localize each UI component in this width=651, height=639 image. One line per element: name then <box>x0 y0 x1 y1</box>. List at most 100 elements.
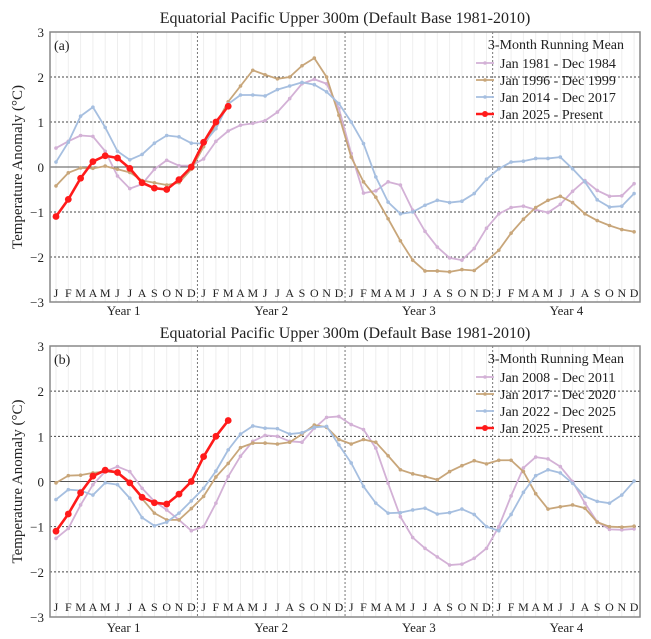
x-tick-label: F <box>360 600 367 614</box>
data-point <box>620 227 624 232</box>
data-point <box>77 489 84 497</box>
data-point <box>287 84 292 88</box>
x-tick-label: J <box>570 600 575 614</box>
x-tick-label: J <box>127 600 132 614</box>
data-point <box>114 469 121 476</box>
data-point <box>558 464 563 469</box>
x-tick-label: A <box>581 600 590 614</box>
x-tick-label: F <box>508 286 515 300</box>
data-point <box>163 500 171 508</box>
data-point <box>201 157 206 161</box>
data-point <box>595 188 599 193</box>
legend-entry: Jan 2022 - Dec 2025 <box>500 405 616 420</box>
data-point <box>312 56 317 60</box>
x-tick-label: M <box>395 600 406 614</box>
data-point <box>337 443 341 447</box>
data-point <box>91 493 95 497</box>
data-point <box>398 212 403 216</box>
data-point <box>64 510 72 518</box>
data-point <box>126 164 134 172</box>
data-point <box>423 506 427 510</box>
data-point <box>472 246 477 251</box>
data-point <box>263 72 267 77</box>
data-point <box>435 555 440 559</box>
data-point <box>632 230 636 234</box>
data-point <box>558 504 563 509</box>
data-point <box>607 205 612 209</box>
data-point <box>164 133 169 138</box>
data-point <box>337 106 341 111</box>
x-tick-label: J <box>201 286 206 300</box>
data-point <box>533 491 538 496</box>
x-tick-label: N <box>322 600 331 614</box>
data-point <box>91 166 95 171</box>
x-tick-label: A <box>236 286 245 300</box>
data-point <box>460 562 464 566</box>
x-tick-label: J <box>275 600 280 614</box>
y-tick-label: −3 <box>30 610 44 625</box>
data-point <box>460 199 464 203</box>
data-point <box>349 442 354 446</box>
plot-frame <box>49 345 641 618</box>
data-point <box>54 146 58 150</box>
x-tick-label: O <box>458 286 467 300</box>
data-point <box>484 259 489 263</box>
data-point <box>238 93 243 97</box>
x-tick-label: O <box>605 286 614 300</box>
data-point <box>189 528 194 533</box>
data-point <box>300 440 304 445</box>
data-point <box>521 490 526 495</box>
data-point <box>115 464 120 469</box>
data-point <box>374 501 378 505</box>
data-point <box>300 80 304 85</box>
legend-title: 3-Month Running Mean <box>488 352 624 367</box>
x-tick-label: A <box>236 600 245 614</box>
x-tick-label: O <box>458 600 467 614</box>
panel-label: (a) <box>54 39 70 54</box>
x-tick-label: J <box>201 600 206 614</box>
x-tick-label: S <box>299 600 306 614</box>
data-point <box>386 511 390 515</box>
data-point <box>398 467 403 472</box>
data-point <box>595 198 599 202</box>
series-line <box>55 78 635 262</box>
year-label: Year 2 <box>254 620 288 635</box>
data-point <box>484 546 489 551</box>
data-point <box>52 527 60 535</box>
legend-marker <box>483 78 487 82</box>
data-point <box>226 129 230 133</box>
data-point <box>484 177 489 181</box>
data-point <box>509 458 513 463</box>
data-point <box>447 200 452 205</box>
x-tick-label: J <box>349 286 354 300</box>
data-point <box>89 472 97 480</box>
data-point <box>533 156 538 161</box>
data-point <box>275 426 280 431</box>
data-point <box>214 126 218 131</box>
data-point <box>374 175 378 179</box>
x-tick-label: J <box>496 286 501 300</box>
legend-marker <box>483 95 487 99</box>
data-point <box>138 179 146 187</box>
x-tick-label: D <box>630 600 639 614</box>
data-point <box>152 523 157 528</box>
x-tick-label: S <box>151 600 158 614</box>
data-point <box>138 493 146 501</box>
plot-frame <box>49 31 641 303</box>
x-tick-label: F <box>213 600 220 614</box>
y-tick-label: 1 <box>38 429 45 444</box>
x-tick-label: M <box>543 600 554 614</box>
data-point <box>238 454 243 459</box>
data-point <box>152 511 157 515</box>
data-point <box>447 510 452 515</box>
data-point <box>66 473 71 478</box>
x-tick-label: O <box>605 600 614 614</box>
series-jan-2025---present <box>52 102 232 220</box>
legend-marker <box>483 375 487 379</box>
data-point <box>546 457 550 461</box>
data-point <box>632 524 636 529</box>
data-point <box>324 90 329 94</box>
data-point <box>275 434 280 439</box>
y-tick-label: 2 <box>38 384 45 399</box>
